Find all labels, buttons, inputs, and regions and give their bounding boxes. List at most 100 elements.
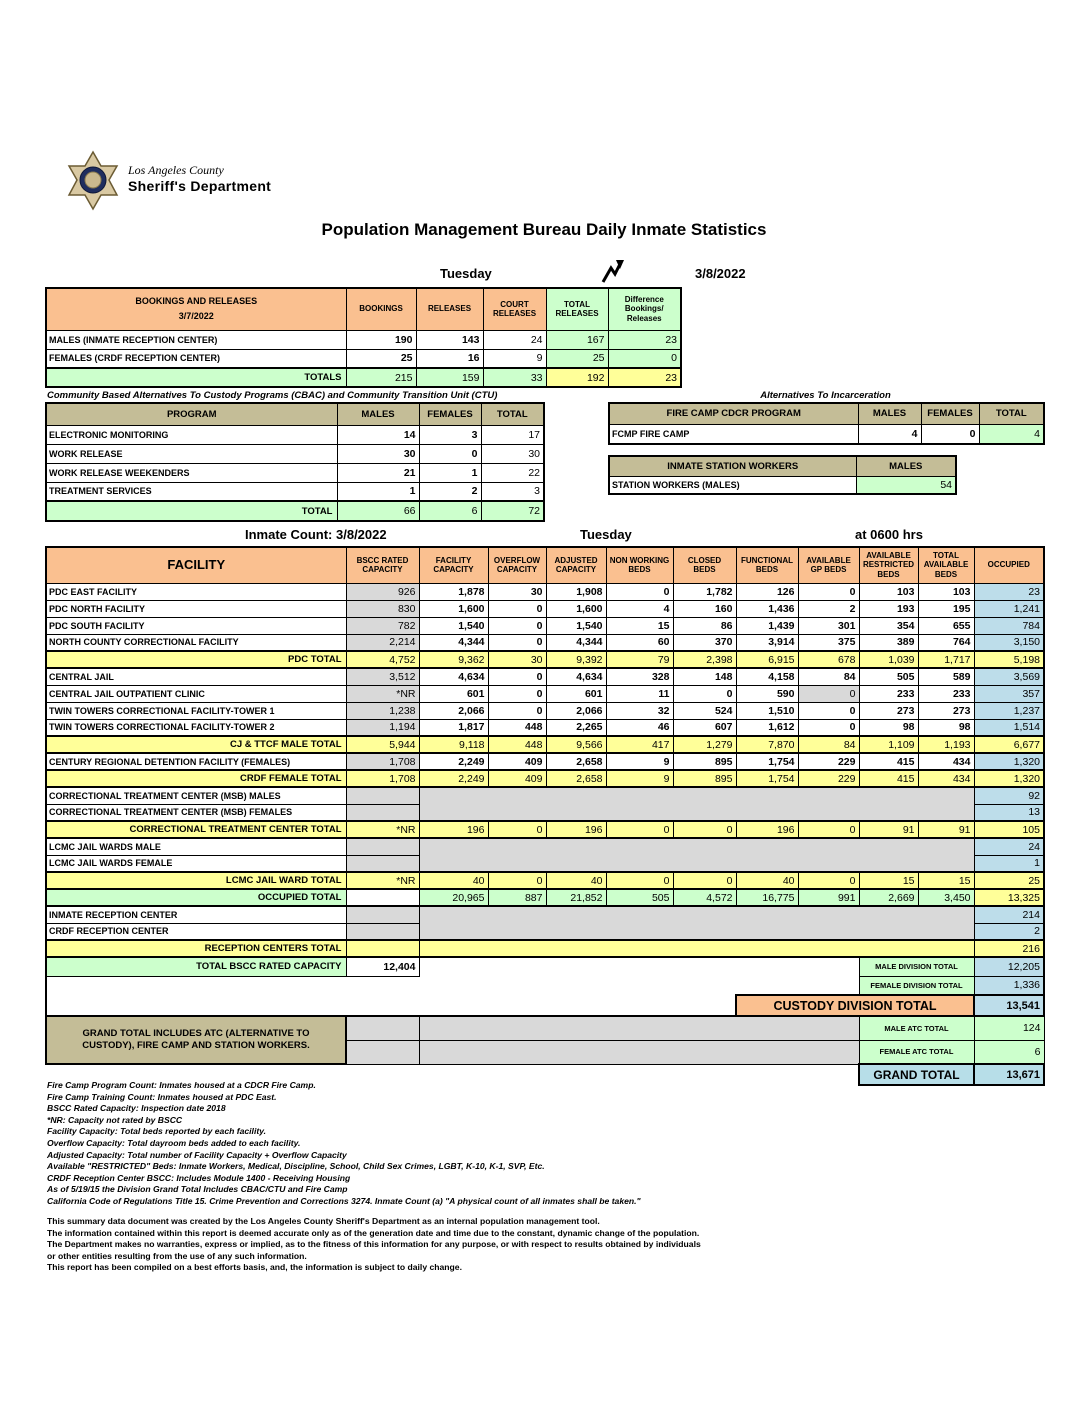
cbac-total-row: TOTAL 66 6 72 [45, 500, 545, 522]
bookings-row: MALES (INMATE RECEPTION CENTER) 190 143 24 1… [45, 329, 682, 350]
facility-row: CRDF FEMALE TOTAL 1,708 2,249 409 2,658 9 895 1… [45, 769, 1045, 788]
facility-value: 782 [345, 616, 420, 635]
facility-total-value: 9,118 [418, 735, 489, 754]
facility-value: 233 [917, 684, 975, 703]
facility-col-header: FACILITY [45, 546, 347, 584]
occupied-total-value: 4,572 [672, 888, 737, 907]
bookings-totals-row: TOTALS 215 159 33 192 23 [45, 367, 682, 388]
facility-value: 1,817 [418, 718, 489, 737]
facility-col-header: OCCUPIED [973, 546, 1045, 584]
facility-row: PDC EAST FACILITY 926 1,878 30 1,908 0 1,782 12… [45, 582, 1045, 601]
grand-total-value: 13,671 [973, 1063, 1045, 1086]
bookings-title: BOOKINGS AND RELEASES 3/7/2022 [45, 287, 347, 331]
page-title: Population Management Bureau Daily Inmat… [321, 220, 767, 239]
fire-camp-row: FCMP FIRE CAMP 4 0 4 [608, 423, 1045, 445]
facility-value: 195 [917, 599, 975, 618]
spacer [46, 995, 736, 1016]
bookings-value: 16 [415, 348, 484, 369]
footnote-line: California Code of Regulations Title 15.… [47, 1195, 641, 1206]
bookings-value: 0 [607, 348, 682, 369]
facility-value: 84 [797, 667, 860, 686]
fire-camp-col-header: FEMALES [920, 402, 980, 425]
bookings-row: FEMALES (CRDF RECEPTION CENTER) 25 16 9 25 0 [45, 348, 682, 369]
occupied-total-value: 13,325 [973, 888, 1045, 907]
facility-value: 160 [672, 599, 737, 618]
facility-total-value: 7,870 [735, 735, 799, 754]
facility-value: 1,600 [545, 599, 607, 618]
facility-occupied-value: 2 [973, 922, 1045, 941]
facility-value: 1,320 [973, 752, 1045, 771]
facility-value: 98 [917, 718, 975, 737]
facility-value: 103 [858, 582, 919, 601]
bookings-value: 190 [345, 329, 417, 350]
grand-total-table: GRAND TOTAL INCLUDES ATC (ALTERNATIVE TO… [45, 1015, 1045, 1086]
facility-value: 1,600 [418, 599, 489, 618]
facility-row-label: TWIN TOWERS CORRECTIONAL FACILITY-TOWER … [45, 701, 347, 720]
facility-value: 2,066 [545, 701, 607, 720]
bookings-col-header: COURT RELEASES [482, 287, 547, 331]
bookings-col-header: RELEASES [415, 287, 484, 331]
facility-row: CENTRAL JAIL OUTPATIENT CLINIC *NR 601 0 601… [45, 684, 1045, 703]
facility-total-value: 91 [917, 820, 975, 839]
facility-table: FACILITY BSCC RATED CAPACITY FACILITY CAPA… [45, 546, 1045, 1017]
facility-value: 2,658 [545, 752, 607, 771]
cbac-table: PROGRAM MALES FEMALES TOTAL ELECTRONIC MONIT… [45, 402, 545, 522]
facility-value: 354 [858, 616, 919, 635]
facility-value: 926 [345, 582, 420, 601]
bookings-title-line2: 3/7/2022 [178, 311, 214, 322]
facility-total-value: 2,658 [545, 769, 607, 788]
fire-camp-header-row: FIRE CAMP CDCR PROGRAM MALES FEMALES TOTAL [608, 402, 1045, 425]
sheriff-logo [62, 150, 124, 217]
facility-total-value: 229 [797, 769, 860, 788]
cbac-total-value: 6 [418, 500, 482, 522]
bookings-total-value: 159 [415, 367, 484, 388]
bookings-table: BOOKINGS AND RELEASES 3/7/2022 BOOKINGS REL… [45, 287, 682, 388]
facility-value: 3,150 [973, 633, 1045, 652]
facility-value: 60 [605, 633, 674, 652]
facility-value: 434 [917, 752, 975, 771]
footnote-line: BSCC Rated Capacity: Inspection date 201… [47, 1103, 226, 1114]
span-blank-area [418, 786, 975, 822]
grand-note-row-2: FEMALE ATC TOTAL 6 [46, 1039, 1045, 1065]
fire-camp-row-label: FCMP FIRE CAMP [608, 423, 859, 445]
bscc-blank-cell [345, 803, 420, 822]
facility-row: TWIN TOWERS CORRECTIONAL FACILITY-TOWER … [45, 701, 1045, 720]
facility-value: 1,878 [418, 582, 489, 601]
footnote-line: Available "RESTRICTED" Beds: Inmate Work… [47, 1161, 545, 1172]
facility-value: 409 [487, 752, 547, 771]
facility-value: 0 [487, 633, 547, 652]
facility-value: 0 [672, 684, 737, 703]
facility-row: PDC NORTH FACILITY 830 1,600 0 1,600 4 160 1,43… [45, 599, 1045, 618]
facility-value: 601 [418, 684, 489, 703]
facility-total-value: 0 [672, 820, 737, 839]
inmate-count-label: Inmate Count: 3/8/2022 [245, 527, 387, 542]
facility-total-value: 0 [487, 871, 547, 890]
bscc-blank-cell [345, 837, 420, 856]
facility-total-value: 84 [797, 735, 860, 754]
facility-total-value: 196 [545, 820, 607, 839]
cbac-value: 14 [336, 424, 420, 445]
bookings-row-label: FEMALES (CRDF RECEPTION CENTER) [45, 348, 347, 369]
cbac-value: 30 [480, 443, 545, 464]
facility-row-label: CORRECTIONAL TREATMENT CENTER (MSB) FEMA… [45, 803, 347, 822]
fire-camp-table: FIRE CAMP CDCR PROGRAM MALES FEMALES TOTAL F… [608, 402, 1045, 445]
facility-value: 1,908 [545, 582, 607, 601]
fire-camp-value: 4 [857, 423, 922, 445]
bookings-title-line1: BOOKINGS AND RELEASES [135, 296, 258, 307]
facility-value: 357 [973, 684, 1045, 703]
facility-total-value: 0 [487, 820, 547, 839]
facility-row-label: CENTRAL JAIL OUTPATIENT CLINIC [45, 684, 347, 703]
cbac-row: TREATMENT SERVICES 1 2 3 [45, 481, 545, 502]
facility-value: 23 [973, 582, 1045, 601]
facility-row: CJ & TTCF MALE TOTAL 5,944 9,118 448 9,566 41… [45, 735, 1045, 754]
span-blank-area [418, 939, 975, 958]
facility-value: 1,754 [735, 752, 799, 771]
facility-row-label: LCMC JAIL WARDS MALE [45, 837, 347, 856]
facility-value: 15 [605, 616, 674, 635]
facility-value: 0 [797, 701, 860, 720]
bookings-value: 143 [415, 329, 484, 350]
facility-value: 1,510 [735, 701, 799, 720]
facility-row-label: PDC EAST FACILITY [45, 582, 347, 601]
facility-value: 589 [917, 667, 975, 686]
cbac-col-header: PROGRAM [45, 402, 338, 426]
